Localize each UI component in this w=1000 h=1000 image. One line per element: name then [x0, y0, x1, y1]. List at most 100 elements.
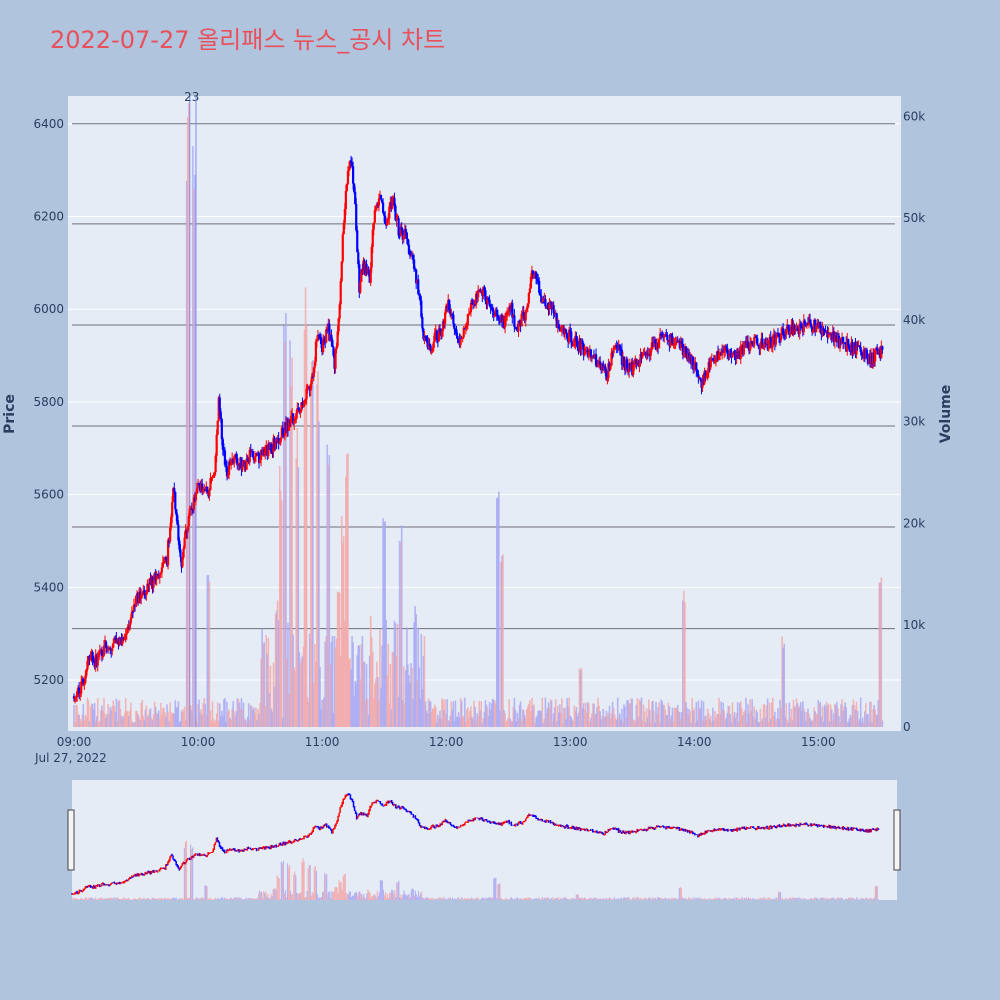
slider-volume-bar: [550, 898, 553, 900]
volume-bar: [840, 704, 842, 727]
volume-bar: [165, 717, 167, 727]
candle-body: [109, 647, 112, 650]
candle-body: [304, 399, 307, 403]
candle-body: [383, 212, 386, 216]
volume-bar: [166, 704, 168, 727]
slider-volume-bar: [467, 898, 469, 900]
volume-bar: [703, 717, 706, 727]
volume-bar: [269, 665, 272, 727]
slider-volume-bar: [213, 898, 215, 900]
slider-volume-bar: [257, 897, 259, 900]
volume-bar: [664, 709, 667, 727]
candle-body: [681, 343, 684, 356]
slider-volume-bar: [566, 898, 568, 900]
candle-body: [335, 346, 338, 350]
volume-bar: [496, 498, 498, 727]
slider-volume-bar: [703, 898, 705, 900]
price-tick-label: 6400: [33, 117, 64, 131]
volume-bar: [411, 667, 413, 727]
volume-bar: [151, 719, 154, 727]
candle-body: [785, 329, 788, 336]
volume-bar: [516, 712, 519, 727]
candle-body: [387, 218, 390, 221]
volume-bar: [297, 467, 300, 727]
slider-volume-bar: [324, 873, 326, 900]
candle-body: [461, 337, 464, 339]
volume-bar: [471, 716, 473, 727]
slider-volume-bar: [275, 889, 277, 900]
slider-volume-bar: [581, 897, 584, 900]
volume-bar: [638, 699, 641, 727]
slider-volume-bar: [555, 898, 557, 900]
candle-body: [770, 346, 773, 349]
volume-bar: [829, 704, 832, 727]
volume-bar: [170, 714, 172, 727]
slider-volume-bar: [143, 897, 145, 900]
slider-volume-bar: [443, 897, 445, 900]
volume-bar: [565, 719, 567, 727]
slider-volume-bar: [820, 897, 822, 900]
volume-bar: [849, 714, 852, 727]
volume-bar: [443, 710, 445, 727]
volume-bar: [774, 711, 776, 727]
volume-bar: [345, 476, 347, 727]
candle-body: [477, 289, 480, 298]
slider-volume-bar: [538, 897, 540, 900]
slider-volume-bar: [543, 898, 545, 900]
slider-volume-bar: [416, 897, 419, 900]
candle-body: [400, 227, 403, 230]
volume-bar: [88, 721, 91, 727]
slider-volume-bar: [269, 898, 271, 900]
range-slider-candles: [71, 793, 880, 895]
candle-body: [748, 342, 752, 351]
volume-bar: [676, 704, 679, 727]
volume-bar: [700, 700, 703, 727]
slider-volume-bar: [684, 898, 687, 900]
volume-bar: [862, 722, 865, 727]
candle-body: [625, 359, 629, 369]
candle-body: [240, 457, 243, 470]
volume-bar: [353, 695, 355, 727]
slider-volume-bar: [697, 897, 699, 900]
volume-bar: [819, 702, 822, 727]
candle-body: [796, 328, 799, 331]
price-tick-label: 5600: [33, 488, 64, 502]
volume-bar: [451, 709, 454, 727]
candle-body: [663, 334, 666, 338]
candle-body: [336, 331, 339, 347]
range-slider-left-handle[interactable]: [67, 809, 75, 871]
range-slider[interactable]: [72, 780, 897, 900]
volume-bar: [730, 722, 733, 727]
slider-volume-bar: [599, 898, 601, 900]
volume-bar: [417, 627, 420, 727]
slider-volume-bar: [481, 897, 484, 900]
volume-bar: [141, 699, 144, 727]
candle-body: [418, 294, 421, 296]
candle-body: [569, 329, 572, 332]
volume-bar: [762, 704, 765, 727]
range-slider-right-handle[interactable]: [893, 809, 901, 871]
candle-body: [445, 305, 448, 313]
slider-volume-bar: [381, 880, 384, 900]
slider-volume-bar: [824, 897, 826, 900]
volume-bar: [532, 705, 534, 727]
slider-volume-bar: [344, 873, 346, 900]
slider-volume-bar: [148, 899, 150, 900]
volume-bar: [292, 634, 294, 727]
slider-volume-bar: [695, 898, 697, 900]
candle-body: [249, 449, 252, 453]
price-tick-label: 6000: [33, 302, 64, 316]
candle-body: [260, 450, 263, 460]
slider-volume-bar: [521, 898, 523, 900]
slider-volume-bar: [511, 898, 513, 900]
slider-volume-bar: [276, 875, 278, 900]
volume-bar: [613, 714, 616, 727]
volume-bar: [628, 703, 630, 727]
slider-volume-bar: [410, 890, 412, 900]
volume-bar: [877, 699, 880, 727]
slider-volume-bar: [249, 898, 252, 900]
volume-bar: [447, 719, 450, 727]
candle-body: [488, 299, 491, 306]
candle-body: [632, 364, 635, 375]
volume-bar: [692, 710, 695, 727]
